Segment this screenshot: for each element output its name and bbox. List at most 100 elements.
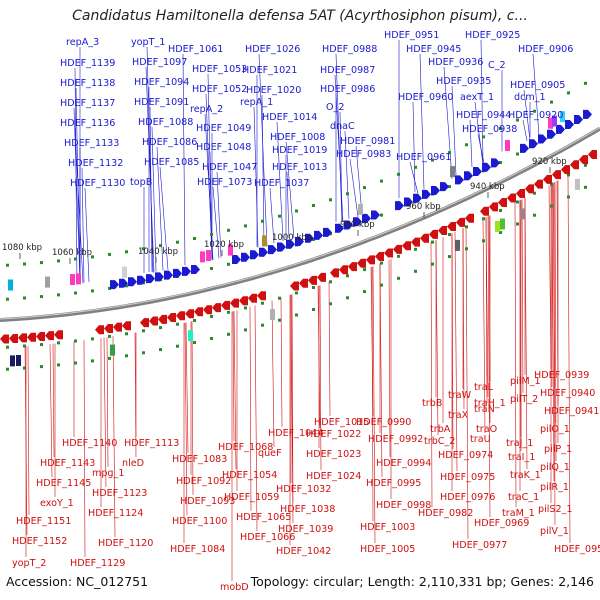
gene-label-forward[interactable]: HDEF_1136 — [60, 118, 115, 129]
gene-label-reverse[interactable]: HDEF_0939 — [534, 370, 589, 381]
gene-label-forward[interactable]: HDEF_1020 — [246, 85, 301, 96]
gene-label-reverse[interactable]: HDEF_1113 — [124, 438, 179, 449]
gene-label-reverse[interactable]: HDEF_0995 — [366, 478, 421, 489]
gene-label-forward[interactable]: HDEF_1061 — [168, 44, 223, 55]
gene-label-forward[interactable]: HDEF_1132 — [68, 158, 123, 169]
gene-label-forward[interactable]: HDEF_1091 — [134, 97, 189, 108]
gene-label-reverse[interactable]: trbB — [422, 398, 442, 409]
gene-label-reverse[interactable]: traN — [474, 404, 495, 415]
gene-label-reverse[interactable]: HDEF_0955 — [554, 544, 600, 555]
gene-label-forward[interactable]: HDEF_1088 — [138, 117, 193, 128]
gene-label-forward[interactable]: HDEF_0983 — [336, 149, 391, 160]
gene-label-reverse[interactable]: HDEF_1143 — [40, 458, 95, 469]
gene-label-reverse[interactable]: traW — [448, 390, 472, 401]
gene-label-reverse[interactable]: HDEF_0977 — [452, 540, 507, 551]
gene-label-reverse[interactable]: trbC_2 — [424, 436, 455, 447]
gene-label-reverse[interactable]: HDEF_1032 — [276, 484, 331, 495]
gene-label-reverse[interactable]: HDEF_1042 — [276, 546, 331, 557]
gene-label-reverse[interactable]: pilR_1 — [540, 482, 569, 493]
gene-label-reverse[interactable]: mobD — [220, 582, 249, 593]
gene-label-reverse[interactable]: trbA — [430, 424, 451, 435]
gene-label-forward[interactable]: HDEF_1085 — [144, 157, 199, 168]
gene-label-reverse[interactable]: HDEF_1024 — [306, 471, 361, 482]
gene-label-reverse[interactable]: HDEF_1059 — [224, 492, 279, 503]
gene-label-reverse[interactable]: HDEF_1140 — [62, 438, 117, 449]
gene-label-reverse[interactable]: traM_1 — [502, 508, 535, 519]
gene-label-forward[interactable]: HDEF_1008 — [270, 132, 325, 143]
gene-label-forward[interactable]: HDEF_1130 — [70, 178, 125, 189]
gene-label-reverse[interactable]: HDEF_1092 — [176, 476, 231, 487]
gene-label-reverse[interactable]: HDEF_1124 — [88, 508, 143, 519]
gene-label-reverse[interactable]: traX — [448, 410, 469, 421]
gene-label-reverse[interactable]: HDEF_0940 — [540, 388, 595, 399]
gene-label-forward[interactable]: HDEF_1086 — [142, 137, 197, 148]
gene-label-reverse[interactable]: HDEF_0941 — [544, 406, 599, 417]
gene-label-reverse[interactable]: HDEF_1120 — [98, 538, 153, 549]
gene-label-forward[interactable]: HDEF_1052 — [192, 84, 247, 95]
gene-label-forward[interactable]: HDEF_1139 — [60, 58, 115, 69]
gene-label-reverse[interactable]: nleD — [122, 458, 144, 469]
gene-label-forward[interactable]: C_2 — [488, 60, 506, 71]
gene-label-reverse[interactable]: HDEF_1039 — [278, 524, 333, 535]
gene-label-forward[interactable]: HDEF_0960 — [398, 92, 453, 103]
gene-label-reverse[interactable]: HDEF_1068 — [218, 442, 273, 453]
gene-label-forward[interactable]: HDEF_1053 — [192, 64, 247, 75]
gene-label-forward[interactable]: HDEF_1133 — [64, 138, 119, 149]
gene-label-forward[interactable]: HDEF_1094 — [134, 77, 189, 88]
gene-label-forward[interactable]: HDEF_0951 — [384, 30, 439, 41]
gene-label-forward[interactable]: repA_2 — [190, 104, 223, 115]
gene-label-reverse[interactable]: pilM_1 — [510, 376, 541, 387]
gene-label-forward[interactable]: HDEF_1049 — [196, 123, 251, 134]
gene-label-reverse[interactable]: HDEF_1145 — [36, 478, 91, 489]
gene-label-reverse[interactable]: HDEF_0969 — [474, 518, 529, 529]
gene-label-forward[interactable]: HDEF_1137 — [60, 98, 115, 109]
gene-label-forward[interactable]: HDEF_0935 — [436, 76, 491, 87]
gene-label-reverse[interactable]: yopT_2 — [12, 558, 46, 569]
gene-label-reverse[interactable]: HDEF_0974 — [438, 450, 493, 461]
gene-label-reverse[interactable]: HDEF_1023 — [306, 449, 361, 460]
gene-label-reverse[interactable]: pilS2_1 — [538, 504, 573, 515]
gene-label-forward[interactable]: HDEF_1013 — [272, 162, 327, 173]
gene-label-reverse[interactable]: HDEF_1083 — [172, 454, 227, 465]
gene-label-forward[interactable]: repA_3 — [66, 37, 99, 48]
gene-label-reverse[interactable]: HDEF_1152 — [12, 536, 67, 547]
gene-label-forward[interactable]: HDEF_1073 — [197, 177, 252, 188]
gene-label-forward[interactable]: HDEF_1019 — [272, 145, 327, 156]
gene-label-reverse[interactable]: HDEF_1151 — [16, 516, 71, 527]
gene-label-reverse[interactable]: HDEF_0998 — [376, 500, 431, 511]
gene-label-forward[interactable]: HDEF_0905 — [510, 80, 565, 91]
gene-label-reverse[interactable]: traU — [470, 434, 491, 445]
gene-label-forward[interactable]: HDEF_1097 — [132, 57, 187, 68]
gene-label-reverse[interactable]: traI_1 — [508, 452, 535, 463]
gene-label-reverse[interactable]: HDEF_0975 — [440, 472, 495, 483]
gene-label-forward[interactable]: HDEF_0920 — [508, 110, 563, 121]
gene-label-reverse[interactable]: exoY_1 — [40, 498, 74, 509]
gene-label-reverse[interactable]: HDEF_0992 — [368, 434, 423, 445]
gene-label-reverse[interactable]: queF — [258, 448, 282, 459]
gene-label-forward[interactable]: HDEF_1047 — [202, 162, 257, 173]
gene-label-reverse[interactable]: traH_1 — [474, 398, 506, 409]
gene-label-reverse[interactable]: HDEF_1100 — [172, 516, 227, 527]
gene-label-reverse[interactable]: HDEF_1003 — [360, 522, 415, 533]
gene-label-reverse[interactable]: pilQ_1 — [540, 462, 570, 473]
gene-label-forward[interactable]: HDEF_1138 — [60, 78, 115, 89]
gene-label-reverse[interactable]: HDEF_1066 — [240, 532, 295, 543]
gene-label-reverse[interactable]: HDEF_1044 — [268, 428, 323, 439]
gene-label-reverse[interactable]: traK_1 — [510, 470, 541, 481]
gene-label-forward[interactable]: HDEF_1037 — [254, 178, 309, 189]
gene-label-reverse[interactable]: pilP_1 — [544, 444, 572, 455]
gene-label-forward[interactable]: HDEF_1026 — [245, 44, 300, 55]
gene-label-forward[interactable]: dnaC — [330, 121, 355, 132]
gene-label-forward[interactable]: HDEF_0938 — [462, 124, 517, 135]
gene-label-forward[interactable]: HDEF_0944 — [456, 110, 511, 121]
gene-label-reverse[interactable]: HDEF_1065 — [236, 512, 291, 523]
gene-label-reverse[interactable]: HDEF_0976 — [440, 492, 495, 503]
gene-label-forward[interactable]: HDEF_0987 — [320, 65, 375, 76]
gene-label-forward[interactable]: HDEF_0988 — [322, 44, 377, 55]
gene-label-reverse[interactable]: traO — [476, 424, 498, 435]
gene-label-reverse[interactable]: HDEF_1084 — [170, 544, 225, 555]
gene-label-reverse[interactable]: HDEF_1022 — [306, 429, 361, 440]
gene-label-reverse[interactable]: pilV_1 — [540, 526, 569, 537]
gene-label-forward[interactable]: aexT_1 — [460, 92, 494, 103]
gene-label-reverse[interactable]: HDEF_0990 — [356, 417, 411, 428]
